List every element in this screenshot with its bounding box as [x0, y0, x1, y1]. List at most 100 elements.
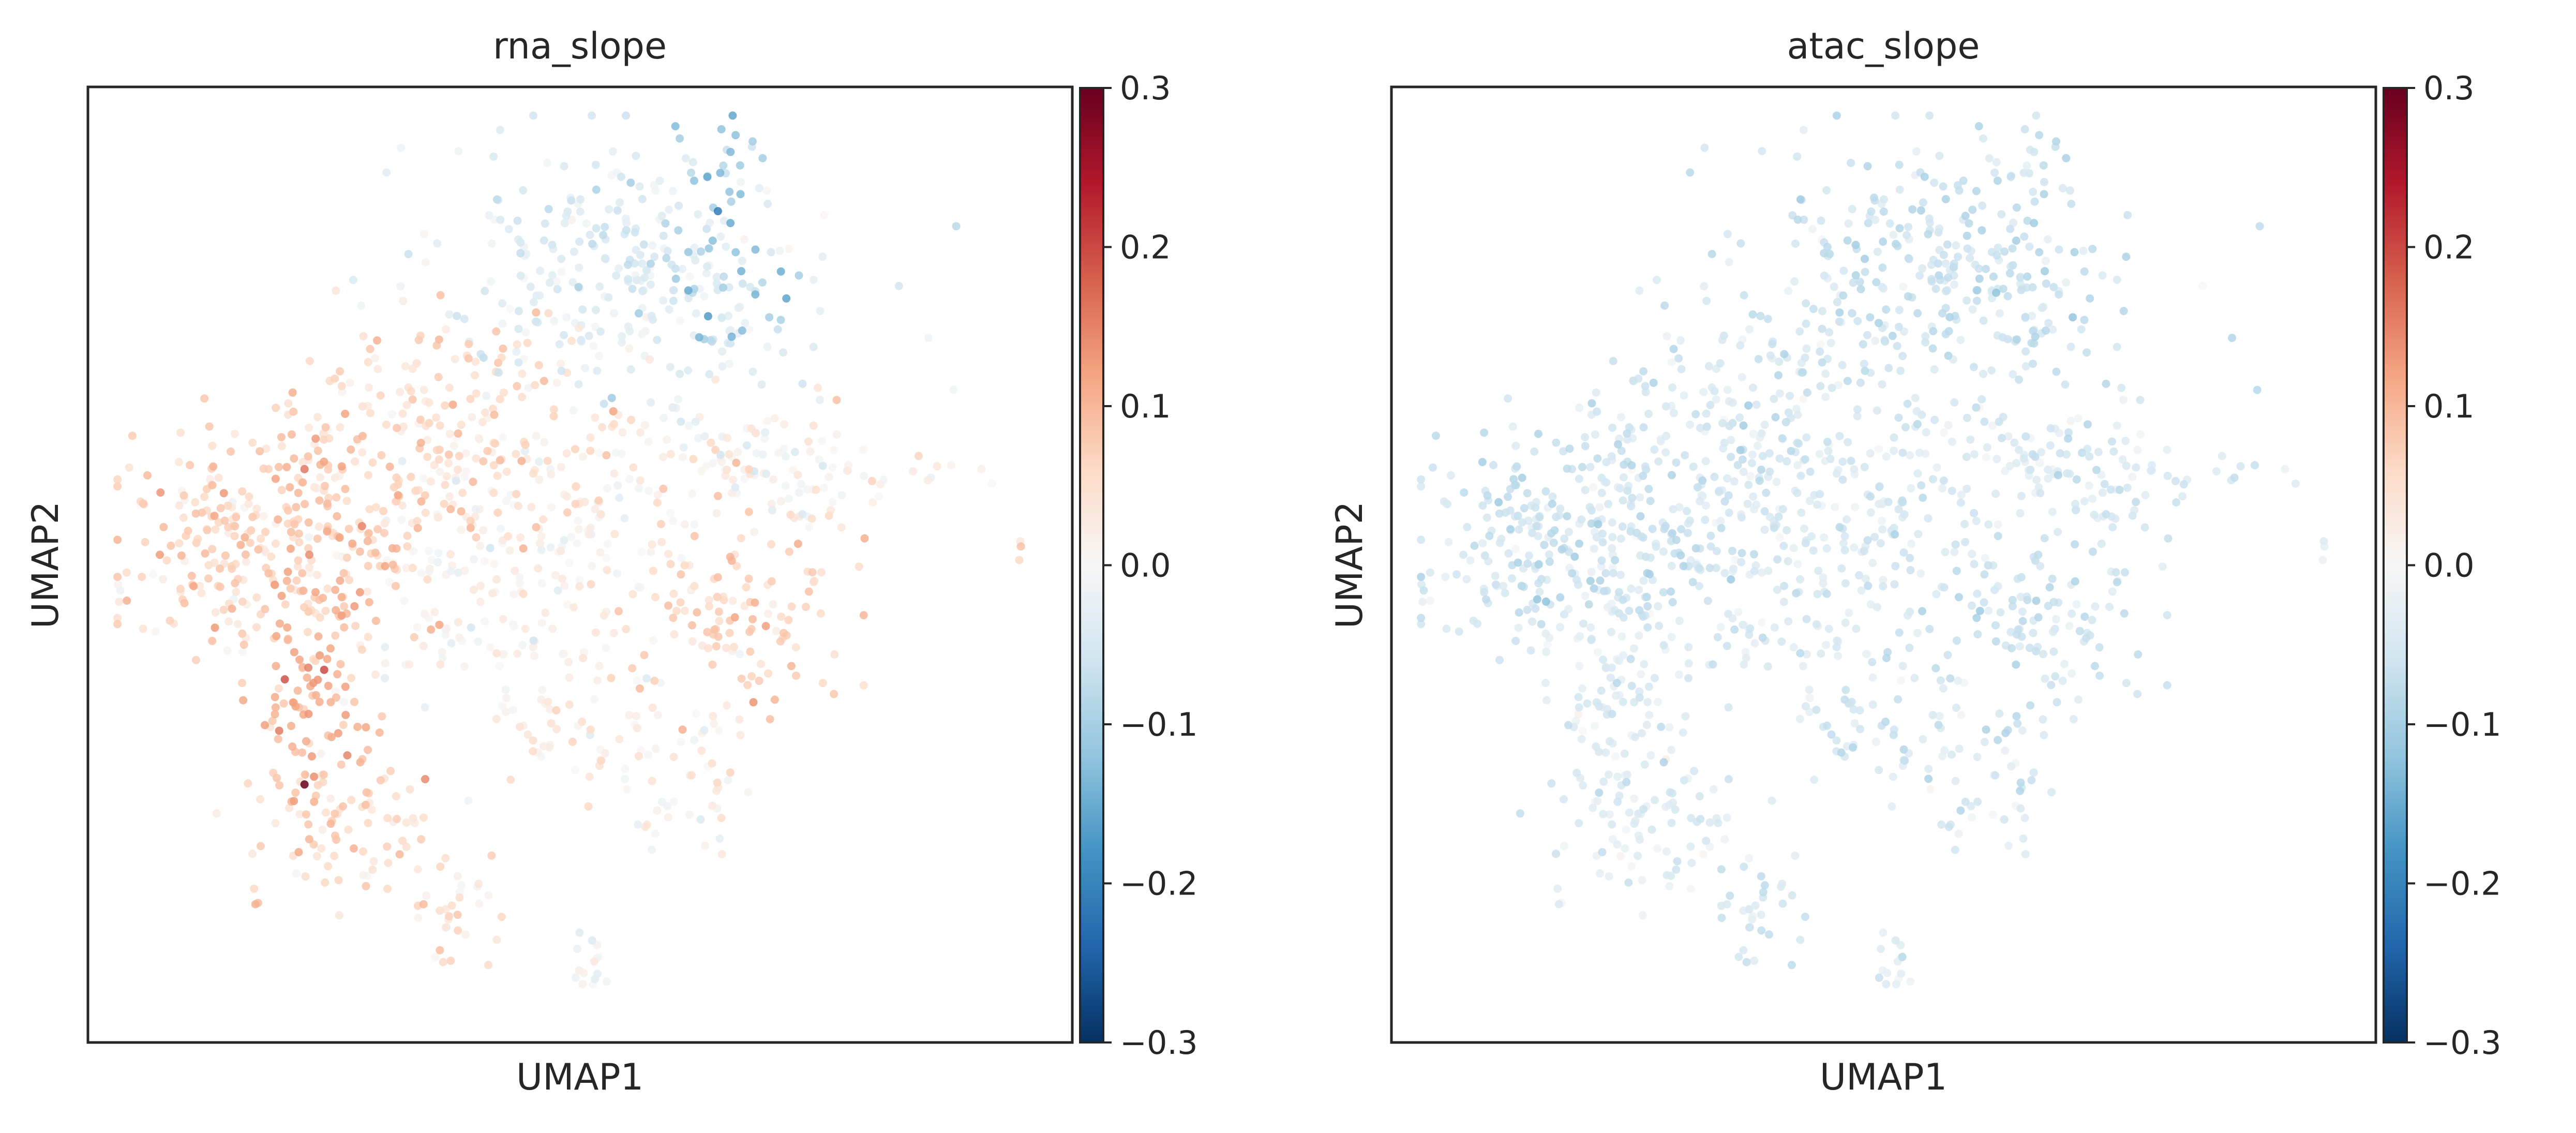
scatter-point	[622, 111, 630, 120]
scatter-point	[868, 498, 877, 506]
scatter-point	[1717, 865, 1726, 874]
scatter-point	[724, 311, 732, 320]
scatter-point	[2108, 523, 2117, 532]
scatter-point	[1994, 243, 2002, 252]
scatter-point	[273, 773, 281, 782]
scatter-point	[2083, 420, 2092, 429]
scatter-point	[586, 433, 595, 442]
scatter-point	[1940, 746, 1949, 755]
scatter-point	[1607, 452, 1616, 461]
scatter-point	[1753, 441, 1762, 450]
scatter-point	[341, 409, 350, 418]
scatter-point	[1635, 286, 1644, 295]
scatter-point	[1469, 616, 1478, 625]
scatter-point	[837, 523, 846, 532]
scatter-point	[1617, 446, 1626, 455]
scatter-point	[1881, 337, 1890, 346]
scatter-point	[2044, 474, 2053, 483]
scatter-point	[636, 476, 645, 485]
scatter-point	[1700, 282, 1709, 291]
scatter-point	[2062, 154, 2071, 162]
scatter-point	[1575, 404, 1584, 412]
scatter-point	[1831, 503, 1839, 512]
scatter-point	[2034, 613, 2043, 622]
scatter-point	[769, 600, 777, 609]
scatter-point	[1574, 693, 1583, 702]
scatter-point	[705, 244, 713, 253]
scatter-point	[371, 617, 380, 625]
scatter-point	[379, 506, 388, 515]
scatter-point	[751, 429, 760, 438]
scatter-point	[1676, 336, 1685, 345]
scatter-point	[1907, 484, 1915, 493]
scatter-point	[442, 472, 451, 481]
scatter-point	[690, 532, 699, 541]
scatter-point	[658, 453, 667, 461]
scatter-point	[2071, 506, 2080, 515]
scatter-point	[825, 472, 833, 481]
scatter-point	[1586, 463, 1595, 471]
scatter-point	[1691, 410, 1700, 419]
scatter-point	[2016, 592, 2025, 601]
scatter-point	[479, 457, 488, 466]
scatter-point	[1641, 382, 1650, 391]
scatter-point	[718, 347, 726, 356]
scatter-point	[489, 152, 498, 161]
scatter-point	[639, 240, 648, 249]
scatter-point	[421, 703, 429, 712]
scatter-point	[1879, 582, 1888, 591]
scatter-point	[316, 651, 324, 660]
scatter-point	[653, 711, 662, 720]
scatter-point	[239, 640, 248, 649]
scatter-point	[242, 557, 250, 566]
scatter-point	[1660, 301, 1669, 310]
scatter-point	[780, 629, 788, 637]
scatter-point	[336, 367, 344, 376]
scatter-point	[221, 551, 230, 560]
scatter-point	[1733, 461, 1742, 469]
scatter-point	[1659, 758, 1668, 767]
scatter-point	[1878, 282, 1886, 291]
scatter-point	[1875, 500, 1883, 509]
scatter-point	[1693, 483, 1702, 491]
scatter-point	[2069, 313, 2077, 322]
scatter-point	[113, 482, 122, 491]
scatter-point	[1627, 461, 1636, 470]
plot-title: rna_slope	[493, 25, 667, 67]
scatter-point	[1799, 662, 1807, 670]
scatter-point	[722, 242, 730, 251]
scatter-point	[2119, 307, 2128, 316]
scatter-point	[1861, 267, 1869, 276]
scatter-point	[1665, 723, 1674, 732]
scatter-point	[1901, 423, 1910, 431]
scatter-point	[659, 231, 668, 240]
scatter-point	[663, 802, 672, 811]
scatter-point	[1483, 491, 1492, 500]
scatter-point	[1650, 674, 1659, 682]
scatter-point	[1934, 228, 1943, 237]
scatter-point	[723, 434, 731, 442]
scatter-point	[180, 599, 189, 607]
scatter-point	[1932, 590, 1941, 599]
scatter-point	[320, 457, 328, 466]
scatter-point	[1954, 593, 1963, 602]
scatter-point	[548, 241, 557, 249]
scatter-point	[2178, 492, 2187, 501]
scatter-point	[808, 568, 817, 577]
scatter-point	[1930, 365, 1939, 374]
scatter-point	[1747, 459, 1756, 468]
scatter-point	[1605, 810, 1614, 819]
scatter-point	[1868, 559, 1877, 568]
scatter-point	[1724, 703, 1733, 712]
scatter-point	[1779, 542, 1788, 550]
scatter-point	[1581, 442, 1590, 451]
scatter-point	[798, 379, 807, 388]
scatter-point	[2171, 476, 2180, 485]
scatter-point	[198, 508, 206, 517]
scatter-point	[1598, 529, 1607, 538]
colorbar-tick-label: 0.1	[2423, 387, 2475, 425]
scatter-point	[271, 693, 279, 702]
scatter-point	[1835, 523, 1844, 531]
scatter-point	[687, 771, 696, 780]
scatter-point	[576, 207, 585, 216]
